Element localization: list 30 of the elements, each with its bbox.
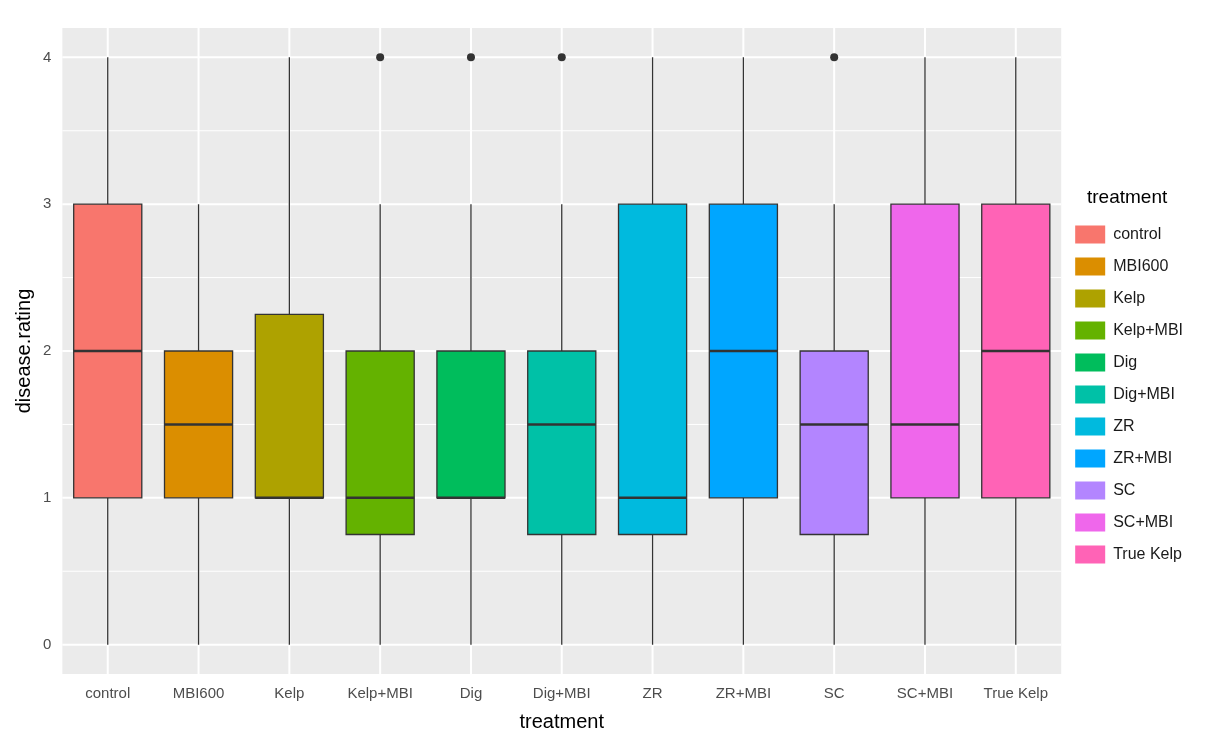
legend-label: True Kelp bbox=[1113, 544, 1183, 562]
y-axis-title: disease.rating bbox=[11, 288, 34, 414]
legend-label: Dig bbox=[1113, 352, 1138, 370]
x-axis-title: treatment bbox=[519, 709, 605, 732]
x-tick-label: control bbox=[85, 684, 131, 702]
x-tick-label: ZR bbox=[642, 684, 663, 702]
legend-label: Kelp+MBI bbox=[1113, 320, 1183, 338]
y-tick-label: 0 bbox=[43, 634, 52, 652]
legend-label: ZR bbox=[1113, 416, 1135, 434]
y-tick-label: 4 bbox=[43, 47, 52, 65]
x-tick-label: Dig+MBI bbox=[532, 684, 591, 702]
x-tick-label: ZR+MBI bbox=[715, 684, 772, 702]
x-tick-label: MBI600 bbox=[172, 684, 225, 702]
x-tick-label: Dig bbox=[459, 684, 483, 702]
x-tick-label: Kelp+MBI bbox=[347, 684, 413, 702]
y-tick-label: 3 bbox=[43, 194, 52, 212]
y-tick-label: 1 bbox=[43, 487, 52, 505]
x-tick-label: SC+MBI bbox=[896, 684, 954, 702]
legend-label: SC bbox=[1113, 480, 1136, 498]
x-tick-label: True Kelp bbox=[983, 684, 1049, 702]
y-tick-label: 2 bbox=[43, 341, 52, 359]
legend-label: ZR+MBI bbox=[1113, 448, 1173, 466]
x-tick-label: SC bbox=[823, 684, 845, 702]
legend-title: treatment bbox=[1086, 186, 1168, 208]
x-tick-label: Kelp bbox=[274, 684, 305, 702]
legend-label: SC+MBI bbox=[1113, 512, 1174, 530]
legend-label: Kelp bbox=[1113, 288, 1146, 306]
legend-label: Dig+MBI bbox=[1113, 384, 1175, 402]
legend-label: control bbox=[1113, 224, 1162, 242]
legend-label: MBI600 bbox=[1113, 256, 1169, 274]
